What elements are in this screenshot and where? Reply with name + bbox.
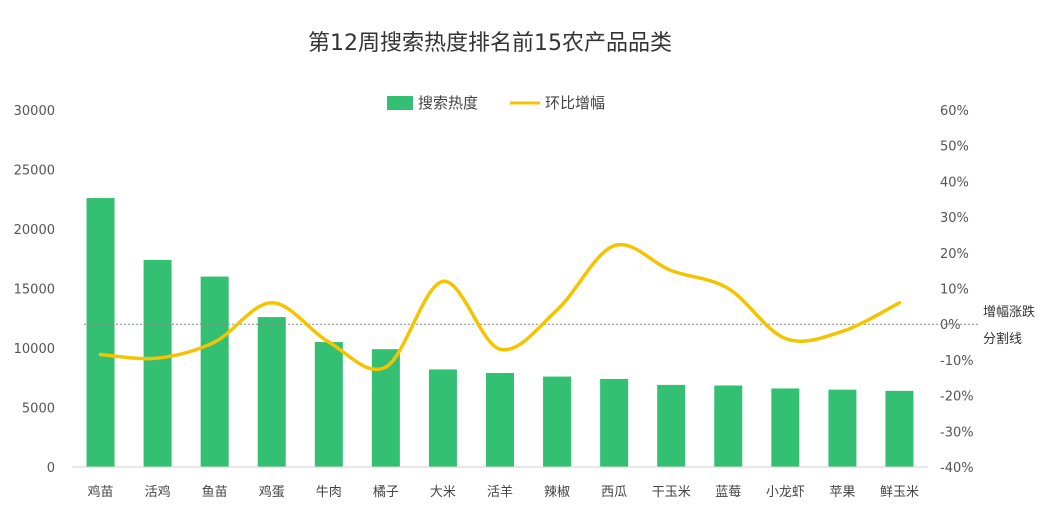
y-left-tick-label: 20000: [14, 223, 55, 238]
x-category-label: 活鸡: [145, 484, 171, 500]
bar: [314, 342, 343, 467]
bar: [86, 198, 115, 467]
bar: [486, 372, 514, 467]
y-left-tick-label: 10000: [14, 342, 55, 357]
x-category-label: 苹果: [829, 485, 855, 500]
x-category-label: 橘子: [373, 484, 399, 500]
bar-series: [86, 198, 914, 467]
x-category-label: 小龙虾: [766, 485, 805, 500]
x-category-label: 大米: [430, 485, 456, 500]
x-axis-categories: 鸡苗 活鸡 鱼苗 鸡蛋 牛肉 橘子 大米 活羊 辣椒 西瓜 干玉米 蓝莓 小龙虾 苹果 鲜玉米: [88, 484, 919, 500]
y-right-tick-label: -20%: [940, 390, 974, 405]
bar: [828, 389, 857, 467]
y-left-tick-label: 5000: [22, 402, 55, 417]
x-category-label: 鱼苗: [202, 484, 228, 500]
y-left-tick-label: 30000: [14, 104, 55, 119]
y-right-tick-label: 50%: [940, 140, 969, 155]
x-category-label: 干玉米: [652, 485, 691, 500]
y-right-tick-label: -30%: [940, 425, 974, 440]
bar: [257, 317, 286, 467]
x-category-label: 鸡蛋: [259, 484, 285, 500]
bar: [600, 378, 629, 467]
bar: [771, 388, 800, 467]
legend: 搜索热度 环比增幅: [387, 94, 605, 112]
y-axis-left: 0 5000 10000 15000 20000 25000 30000: [14, 104, 55, 476]
legend-bar-swatch: [387, 96, 413, 110]
reference-label-line2: 分割线: [983, 331, 1022, 347]
y-left-tick-label: 0: [47, 461, 55, 476]
growth-line: [98, 242, 902, 371]
y-right-tick-label: 10%: [940, 283, 969, 298]
reference-label-line1: 增幅涨跌: [983, 304, 1035, 320]
bar: [885, 390, 914, 467]
y-right-tick-label: 60%: [940, 104, 969, 119]
y-left-tick-label: 25000: [14, 164, 55, 179]
x-category-label: 鲜玉米: [880, 485, 919, 500]
y-right-tick-label: -10%: [940, 354, 974, 369]
x-category-label: 鸡苗: [88, 484, 114, 500]
y-right-tick-label: -40%: [940, 461, 974, 476]
bar: [200, 276, 229, 467]
y-right-tick-label: 20%: [940, 247, 969, 262]
legend-bar-label: 搜索热度: [418, 94, 478, 112]
bar: [543, 376, 572, 467]
y-right-tick-label: 30%: [940, 211, 969, 226]
bar: [657, 384, 686, 467]
chart-title: 第12周搜索热度排名前15农产品品类: [308, 31, 672, 56]
y-axis-right: -40% -30% -20% -10% 0% 10% 20% 30% 40% 50% 60%: [940, 104, 974, 476]
x-category-label: 辣椒: [544, 485, 570, 500]
x-category-label: 西瓜: [601, 485, 627, 500]
x-category-label: 牛肉: [316, 485, 342, 500]
bar: [428, 369, 457, 467]
bar: [714, 385, 743, 467]
y-left-tick-label: 15000: [14, 283, 55, 298]
x-category-label: 活羊: [487, 484, 513, 500]
bar: [143, 259, 172, 467]
y-right-tick-label: 40%: [940, 175, 969, 190]
y-right-tick-label: 0%: [940, 318, 961, 333]
x-category-label: 蓝莓: [715, 485, 741, 500]
legend-line-label: 环比增幅: [545, 94, 605, 112]
